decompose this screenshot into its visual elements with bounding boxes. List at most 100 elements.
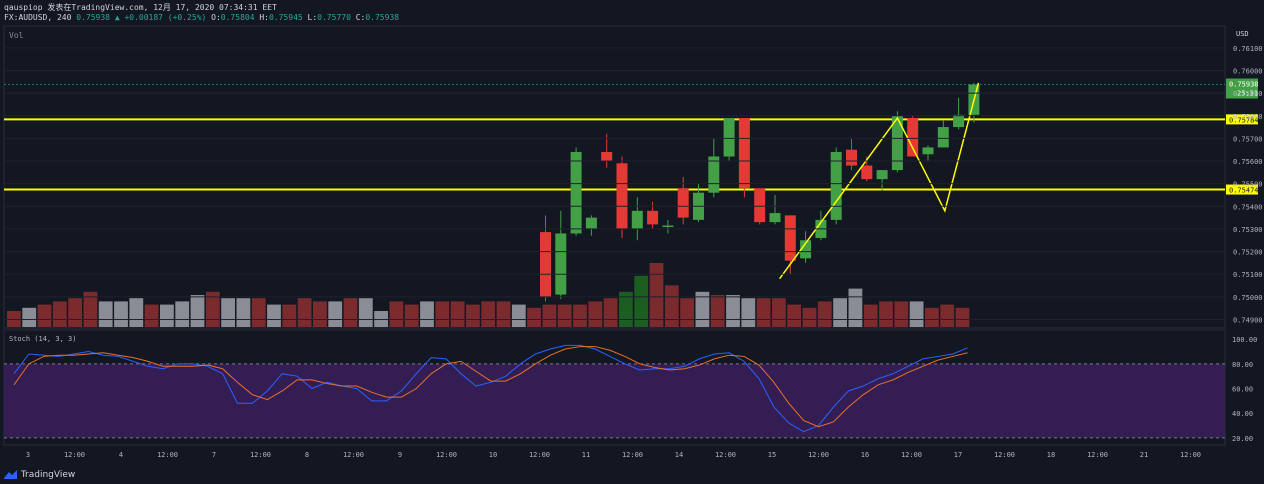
volume-bar: [282, 304, 297, 327]
volume-bar: [450, 301, 465, 327]
volume-bar: [695, 291, 710, 327]
stoch-pane-label: Stoch (14, 3, 3): [9, 335, 76, 343]
time-tick-label: 12:00: [529, 451, 550, 459]
publish-info: qauspiop 发表在TradingView.com, 12月 17, 202…: [4, 3, 277, 12]
time-tick-label: 17: [954, 451, 962, 459]
price-tick-label: 0.75700: [1233, 135, 1263, 143]
volume-bar: [634, 275, 649, 327]
volume-bar: [343, 298, 358, 327]
time-tick-label: 12:00: [64, 451, 85, 459]
candle-body: [754, 188, 766, 223]
time-tick-label: 12:00: [1087, 451, 1108, 459]
time-tick-label: 12:00: [901, 451, 922, 459]
brand-name: TradingView: [20, 470, 76, 480]
stoch-indicator: 100.00 80.00 60.00 40.00 20.00: [4, 336, 1257, 443]
time-tick-label: 12:00: [157, 451, 178, 459]
volume-bar: [542, 304, 557, 327]
volume-bar: [496, 301, 511, 327]
candle-body: [662, 225, 674, 228]
volume-bar: [190, 295, 205, 327]
volume-bar: [940, 304, 955, 327]
candle-body: [784, 215, 796, 261]
price-tick-label: 0.75200: [1233, 249, 1263, 257]
candle-body: [738, 118, 750, 189]
volume-bar: [328, 301, 343, 327]
volume-bar: [955, 307, 970, 327]
price-axis[interactable]: 0.76100 0.76000 0.75900 0.75800 0.75700 0.756…: [4, 45, 1263, 325]
level-price-tag: [1226, 184, 1258, 195]
volume-bar: [236, 298, 251, 327]
symbol-label: FX:AUDUSD, 240: [4, 13, 72, 22]
time-tick-label: 21: [1140, 451, 1148, 459]
time-tick-label: 18: [1047, 451, 1055, 459]
stoch-tick-label: 80.00: [1232, 361, 1253, 369]
volume-bar: [925, 307, 939, 327]
time-tick-label: 12:00: [622, 451, 643, 459]
time-tick-label: 15: [768, 451, 776, 459]
candle-body: [876, 170, 888, 180]
time-tick-label: 12:00: [808, 451, 829, 459]
volume-bar: [511, 304, 526, 327]
price-tick-label: 0.75400: [1233, 203, 1263, 211]
candle-body: [631, 210, 643, 229]
change-label: ▲ +0.00187 (+0.25%): [114, 13, 207, 22]
candle-body: [846, 149, 857, 166]
candle-body: [677, 188, 689, 218]
footer-bar: [0, 466, 1264, 484]
volume-bar: [129, 298, 144, 327]
time-tick-label: 8: [305, 451, 309, 459]
tradingview-logo-icon: [4, 470, 17, 479]
volume-bar: [481, 301, 496, 327]
price-tick-label: 0.74900: [1233, 316, 1263, 324]
close-label: C:: [355, 13, 366, 22]
high-value: 0.75945: [268, 13, 303, 22]
volume-bar: [879, 301, 893, 327]
current-price-tag: [1226, 78, 1258, 99]
time-tick-label: 9: [398, 451, 402, 459]
price-pane: [3, 25, 1226, 329]
level-price-tag: [1226, 114, 1258, 125]
volume-bar: [833, 298, 847, 327]
current-price-label: 0.75938: [1229, 81, 1259, 89]
time-axis[interactable]: 3 12:00 4 12:00 7 12:00 8 12:00 9 12:00 10 12:00 11 1…: [26, 451, 1201, 459]
countdown-label: 25:31: [1237, 90, 1258, 98]
time-tick-label: 12:00: [343, 451, 364, 459]
stoch-tick-label: 20.00: [1232, 435, 1253, 443]
candle-body: [922, 147, 934, 155]
price-tick-label: 0.75500: [1233, 181, 1263, 189]
volume-bar: [175, 301, 190, 327]
level-price-label: 0.75474: [1229, 187, 1259, 195]
pattern-drawing[interactable]: [778, 82, 980, 280]
close-value: 0.75938: [365, 13, 400, 22]
time-tick-label: 12:00: [250, 451, 271, 459]
candle-body: [708, 156, 720, 193]
time-tick-label: 10: [489, 451, 497, 459]
candle-body: [861, 165, 873, 180]
time-tick-label: 14: [675, 451, 683, 459]
volume-bar: [527, 307, 541, 327]
tradingview-logo[interactable]: TradingView: [4, 470, 75, 480]
volume-bar: [863, 304, 878, 327]
volume-bar: [664, 285, 679, 327]
time-tick-label: 3: [26, 451, 30, 459]
price-tick-label: 0.75300: [1233, 226, 1263, 234]
candle-body: [891, 115, 903, 171]
price-tick-label: 0.75100: [1233, 271, 1263, 279]
time-tick-label: 7: [212, 451, 216, 459]
candle-body: [800, 240, 812, 259]
price-tick-label: 0.76000: [1233, 67, 1263, 75]
volume-bar: [909, 301, 924, 327]
volume-pane-label: Vol: [9, 31, 24, 40]
volume-bar: [772, 298, 786, 327]
volume-bar: [741, 298, 756, 327]
time-tick-label: 4: [119, 451, 123, 459]
candle-body: [540, 232, 551, 297]
candle-body: [601, 151, 613, 162]
stoch-tick-label: 60.00: [1232, 386, 1253, 394]
candle-body: [616, 163, 628, 229]
low-label: L:: [307, 13, 318, 22]
candle-body: [647, 210, 659, 225]
